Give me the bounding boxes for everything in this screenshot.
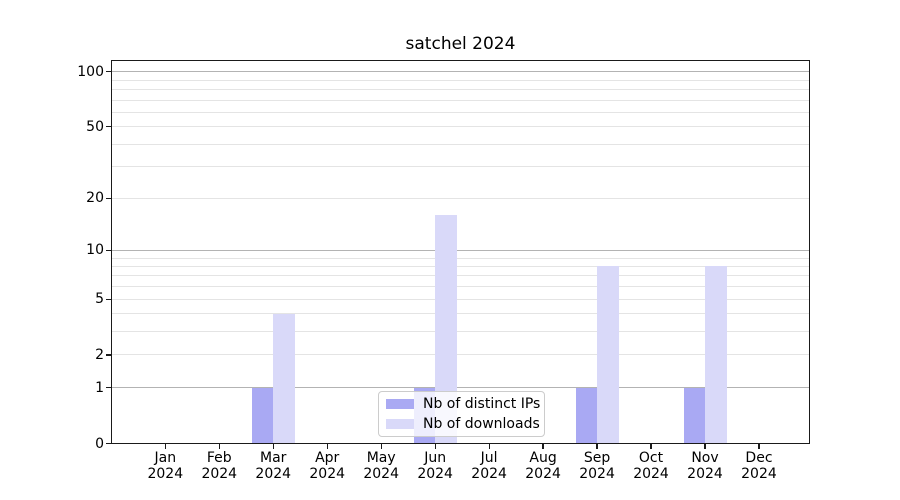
y-gridline-minor	[112, 265, 809, 267]
legend-row-downloads: Nb of downloads	[386, 415, 540, 433]
legend: Nb of distinct IPs Nb of downloads	[378, 391, 545, 437]
x-tick-jul	[488, 444, 490, 449]
y-gridline-major	[112, 249, 809, 251]
y-gridline-major	[112, 71, 809, 73]
legend-swatch-downloads	[386, 419, 414, 429]
y-tick-2	[106, 354, 111, 356]
y-gridline-minor	[112, 79, 809, 81]
y-gridline-minor	[112, 331, 809, 333]
legend-label-distinct-ips: Nb of distinct IPs	[423, 396, 541, 412]
y-gridline-minor	[112, 257, 809, 259]
y-gridline-minor	[112, 126, 809, 128]
x-tick-label-oct: Oct 2024	[633, 450, 669, 482]
bar-downloads-mar	[273, 313, 295, 443]
x-tick-label-jan: Jan 2024	[147, 450, 184, 482]
bar-distinct-ips-nov	[683, 387, 705, 443]
y-gridline-minor	[112, 298, 809, 300]
y-gridline-minor	[112, 88, 809, 90]
x-tick-aug	[542, 444, 544, 449]
x-tick-sep	[596, 444, 598, 449]
y-gridline-minor	[112, 143, 809, 145]
x-tick-label-feb: Feb 2024	[201, 450, 238, 482]
x-tick-label-nov: Nov 2024	[687, 450, 723, 482]
y-gridline-major	[112, 387, 809, 389]
x-tick-dec	[758, 444, 760, 449]
y-tick-label-5: 5	[95, 291, 104, 308]
y-tick-100	[106, 71, 111, 73]
x-tick-label-jun: Jun 2024	[417, 450, 453, 482]
y-tick-50	[106, 126, 111, 128]
plot-area	[111, 60, 810, 444]
x-tick-label-may: May 2024	[363, 450, 399, 482]
y-tick-label-1: 1	[95, 379, 104, 396]
chart-title: satchel 2024	[405, 34, 516, 54]
y-tick-0	[106, 442, 111, 445]
legend-swatch-distinct-ips	[386, 399, 414, 409]
y-gridline-minor	[112, 197, 809, 199]
x-tick-label-aug: Aug 2024	[525, 450, 561, 482]
y-gridline-minor	[112, 313, 809, 315]
x-tick-label-sep: Sep 2024	[579, 450, 615, 482]
y-tick-10	[106, 249, 111, 251]
y-gridline-minor	[112, 111, 809, 113]
x-tick-label-apr: Apr 2024	[309, 450, 346, 482]
y-gridline-minor	[112, 275, 809, 277]
x-tick-oct	[650, 444, 652, 449]
y-gridline-minor	[112, 286, 809, 288]
bar-downloads-sep	[597, 266, 619, 443]
y-gridline-minor	[112, 354, 809, 356]
x-tick-nov	[704, 444, 706, 449]
y-gridline-minor	[112, 166, 809, 168]
legend-label-downloads: Nb of downloads	[423, 416, 540, 432]
x-tick-may	[380, 444, 382, 449]
x-tick-label-mar: Mar 2024	[255, 450, 292, 482]
y-gridline-minor	[112, 99, 809, 101]
bar-distinct-ips-mar	[251, 387, 274, 443]
x-tick-jan	[164, 444, 166, 449]
x-tick-label-jul: Jul 2024	[471, 450, 507, 482]
y-tick-5	[106, 298, 111, 300]
bar-downloads-nov	[705, 266, 727, 443]
x-tick-apr	[326, 444, 328, 449]
y-tick-label-2: 2	[95, 346, 104, 363]
y-tick-1	[106, 387, 111, 389]
x-tick-label-dec: Dec 2024	[741, 450, 777, 482]
y-tick-20	[106, 197, 111, 199]
y-tick-label-50: 50	[86, 118, 104, 135]
y-tick-label-20: 20	[86, 190, 104, 207]
y-tick-label-10: 10	[86, 242, 104, 259]
y-tick-label-100: 100	[77, 63, 104, 80]
x-tick-jun	[434, 444, 436, 449]
bar-downloads-jun	[435, 215, 457, 443]
x-tick-mar	[272, 444, 274, 449]
y-tick-label-0: 0	[95, 435, 104, 452]
bar-distinct-ips-sep	[575, 387, 598, 443]
legend-row-distinct-ips: Nb of distinct IPs	[386, 395, 541, 413]
x-tick-feb	[218, 444, 220, 449]
